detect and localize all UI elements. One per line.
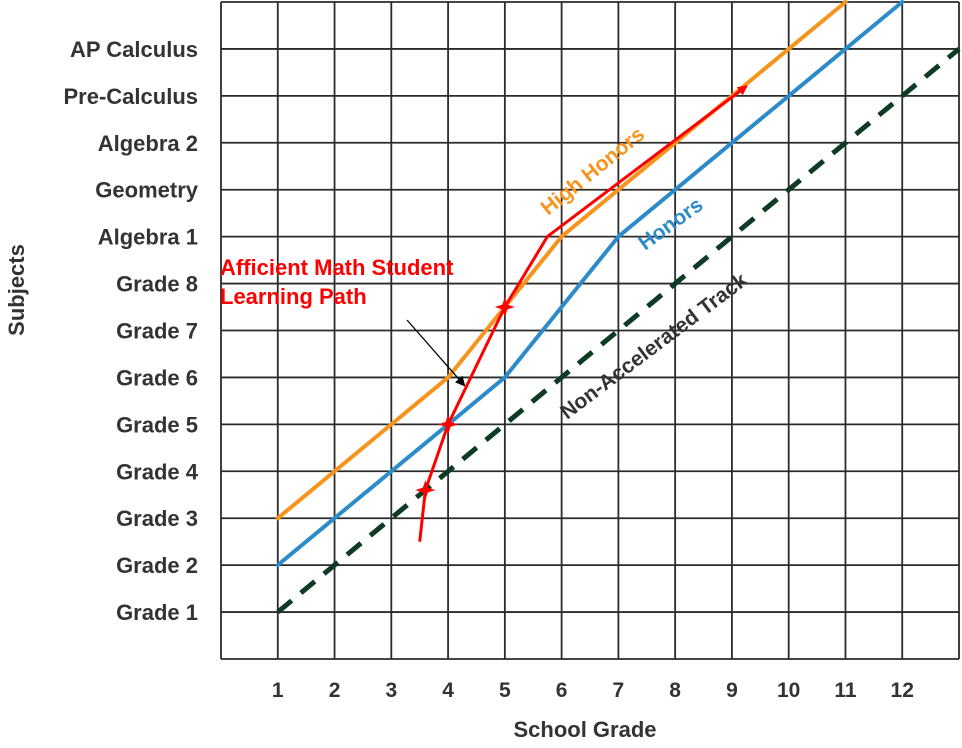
x-tick-label: 6 [556,679,568,702]
y-tick-label: AP Calculus [70,37,198,62]
y-tick-label: Geometry [95,178,198,203]
y-tick-label: Grade 1 [116,600,198,625]
y-tick-label: Grade 5 [116,412,198,437]
x-tick-label: 9 [726,679,738,702]
path-markers [415,297,515,501]
path-star-marker [438,414,459,435]
series-label-honors: Honors [634,193,707,255]
annotation-line-1: Afficient Math Student [220,255,454,280]
x-tick-label: 12 [891,679,914,702]
series-line-learning-path [418,85,748,542]
series-line-high-honors [275,0,848,521]
y-tick-label: Grade 2 [116,553,198,578]
series-line-honors [275,0,905,568]
series-lines [275,0,961,615]
x-tick-label: 5 [499,679,511,702]
y-tick-label: Algebra 2 [98,131,198,156]
y-tick-label: Grade 4 [116,459,199,484]
path-star-marker [494,297,515,317]
chart-grid [220,1,960,660]
series-label-non-accelerated: Non-Accelerated Track [556,268,752,424]
y-tick-label: Grade 8 [116,272,198,297]
x-tick-label: 7 [613,679,625,702]
y-tick-label: Algebra 1 [98,225,198,250]
path-star-marker [415,480,436,501]
y-tick-label: Grade 6 [116,365,198,390]
x-tick-label: 3 [385,679,397,702]
y-tick-label: Pre-Calculus [64,84,199,109]
x-tick-label: 4 [442,679,454,702]
y-tick-label: Grade 3 [116,506,198,531]
y-axis-tick-labels: Grade 1 Grade 2 Grade 3 Grade 4 Grade 5 Grade… [64,37,199,625]
x-tick-label: 11 [834,679,857,702]
x-tick-label: 2 [329,679,341,702]
annotation-line-2: Learning Path [220,284,367,309]
series-line-non-accelerated [276,46,961,615]
y-axis-title: Subjects [4,244,29,336]
y-tick-label: Grade 7 [116,319,198,344]
x-tick-label: 8 [669,679,681,702]
x-tick-label: 1 [272,679,284,702]
annotation-pointer-arrow [406,319,466,387]
x-axis-title: School Grade [513,717,656,742]
x-tick-label: 10 [777,679,800,702]
x-axis-tick-labels: 1 2 3 4 5 6 7 8 9 10 11 12 [272,679,914,702]
